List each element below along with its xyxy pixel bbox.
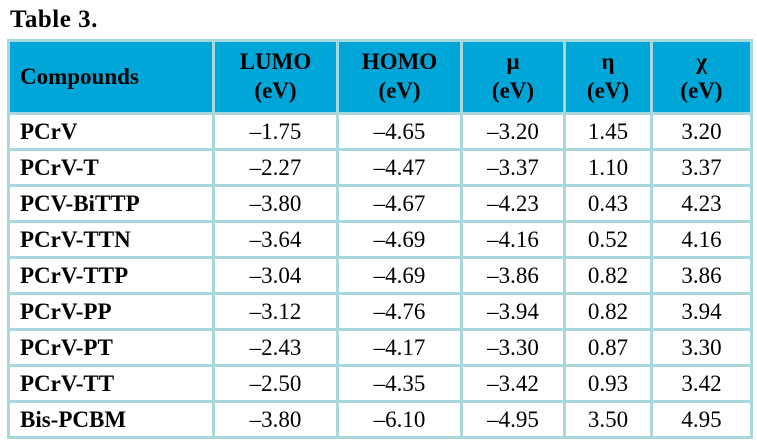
column-header-label: Compounds [20,63,139,89]
eta-cell: 0.82 [563,256,653,295]
eta-cell: 0.82 [563,292,653,331]
eta-cell: 1.45 [563,112,653,151]
eta-cell: 0.52 [563,220,653,259]
column-header-mu: μ (eV) [460,39,566,115]
chi-cell: 4.95 [650,400,753,439]
chi-cell: 3.86 [650,256,753,295]
eta-cell: 3.50 [563,400,653,439]
chi-cell: 3.20 [650,112,753,151]
compound-cell: PCrV [7,112,215,151]
mu-cell: –3.94 [460,292,566,331]
table-row: PCrV-PP –3.12 –4.76 –3.94 0.82 3.94 [7,292,753,331]
table-row: PCrV-TTN –3.64 –4.69 –4.16 0.52 4.16 [7,220,753,259]
mu-cell: –3.37 [460,148,566,187]
column-header-homo: HOMO (eV) [336,39,463,115]
page: Table 3. Compounds LUMO (eV) HOMO (eV) [0,6,757,448]
table-row: PCrV-TTP –3.04 –4.69 –3.86 0.82 3.86 [7,256,753,295]
compound-cell: Bis-PCBM [7,400,215,439]
compounds-table: Compounds LUMO (eV) HOMO (eV) μ (eV) η (… [7,39,753,439]
compound-cell: PCrV-T [7,148,215,187]
column-header-lumo: LUMO (eV) [212,39,339,115]
lumo-cell: –2.27 [212,148,339,187]
column-header-label: LUMO [239,49,312,75]
lumo-cell: –2.50 [212,364,339,403]
lumo-cell: –3.04 [212,256,339,295]
table-caption: Table 3. [10,6,98,33]
mu-cell: –3.30 [460,328,566,367]
table-row: PCrV-T –2.27 –4.47 –3.37 1.10 3.37 [7,148,753,187]
lumo-cell: –1.75 [212,112,339,151]
chi-cell: 3.30 [650,328,753,367]
eta-cell: 1.10 [563,148,653,187]
table-body: PCrV –1.75 –4.65 –3.20 1.45 3.20 PCrV-T … [7,112,753,439]
mu-cell: –3.20 [460,112,566,151]
mu-cell: –3.42 [460,364,566,403]
column-header-chi: χ (eV) [650,39,753,115]
lumo-cell: –3.80 [212,400,339,439]
column-header-label: χ [696,49,707,75]
lumo-cell: –3.64 [212,220,339,259]
homo-cell: –6.10 [336,400,463,439]
chi-cell: 3.42 [650,364,753,403]
table-header: Compounds LUMO (eV) HOMO (eV) μ (eV) η (… [7,39,753,115]
column-header-eta: η (eV) [563,39,653,115]
table-row: Bis-PCBM –3.80 –6.10 –4.95 3.50 4.95 [7,400,753,439]
column-header-unit: (eV) [254,78,297,103]
eta-cell: 0.43 [563,184,653,223]
lumo-cell: –3.80 [212,184,339,223]
compound-cell: PCV-BiTTP [7,184,215,223]
chi-cell: 3.94 [650,292,753,331]
table-row: PCrV-PT –2.43 –4.17 –3.30 0.87 3.30 [7,328,753,367]
homo-cell: –4.65 [336,112,463,151]
lumo-cell: –3.12 [212,292,339,331]
compound-cell: PCrV-TTP [7,256,215,295]
column-header-compounds: Compounds [7,39,215,115]
mu-cell: –4.95 [460,400,566,439]
eta-cell: 0.87 [563,328,653,367]
compound-cell: PCrV-PT [7,328,215,367]
compound-cell: PCrV-TTN [7,220,215,259]
table-row: PCrV-TT –2.50 –4.35 –3.42 0.93 3.42 [7,364,753,403]
compound-cell: PCrV-TT [7,364,215,403]
table-row: PCrV –1.75 –4.65 –3.20 1.45 3.20 [7,112,753,151]
chi-cell: 3.37 [650,148,753,187]
homo-cell: –4.35 [336,364,463,403]
compound-cell: PCrV-PP [7,292,215,331]
column-header-unit: (eV) [491,78,535,103]
chi-cell: 4.23 [650,184,753,223]
homo-cell: –4.67 [336,184,463,223]
eta-cell: 0.93 [563,364,653,403]
header-row: Compounds LUMO (eV) HOMO (eV) μ (eV) η (… [7,39,753,115]
column-header-label: HOMO [361,49,438,75]
homo-cell: –4.69 [336,220,463,259]
homo-cell: –4.76 [336,292,463,331]
mu-cell: –4.16 [460,220,566,259]
table-row: PCV-BiTTP –3.80 –4.67 –4.23 0.43 4.23 [7,184,753,223]
column-header-unit: (eV) [680,78,723,103]
lumo-cell: –2.43 [212,328,339,367]
homo-cell: –4.47 [336,148,463,187]
homo-cell: –4.17 [336,328,463,367]
chi-cell: 4.16 [650,220,753,259]
mu-cell: –3.86 [460,256,566,295]
homo-cell: –4.69 [336,256,463,295]
column-header-unit: (eV) [586,78,630,103]
mu-cell: –4.23 [460,184,566,223]
column-header-label: η [601,49,615,75]
column-header-label: μ [506,49,520,75]
column-header-unit: (eV) [378,78,421,103]
